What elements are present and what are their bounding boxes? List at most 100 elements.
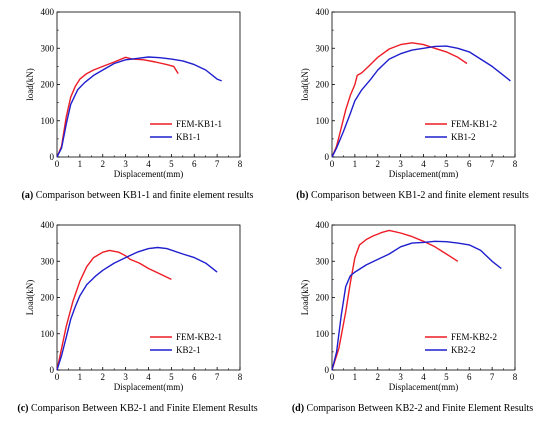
x-tick-label: 1 — [353, 372, 358, 382]
x-tick-label: 1 — [78, 159, 83, 169]
caption-text: Comparison Between KB2-1 and Finite Elem… — [28, 403, 258, 414]
x-axis-label: Displacement(mm) — [389, 382, 458, 392]
caption-text: Comparison between KB1-1 and finite elem… — [33, 190, 254, 201]
y-tick-label: 100 — [41, 116, 55, 126]
x-tick-label: 1 — [353, 159, 358, 169]
x-tick-label: 4 — [421, 372, 426, 382]
x-tick-label: 3 — [123, 159, 128, 169]
y-tick-label: 200 — [41, 293, 55, 303]
x-tick-label: 3 — [398, 372, 403, 382]
x-tick-label: 5 — [169, 372, 174, 382]
chart-panel-d: 0 1 2 3 4 5 6 7 8 0 100 200 300 400 Displacement(mm) Lo… — [275, 213, 550, 426]
line-chart-b: 0 1 2 3 4 5 6 7 8 0 100 200 300 400 Displacement(mm) lo… — [300, 7, 518, 179]
y-tick-label: 400 — [316, 220, 330, 230]
y-tick-label: 0 — [325, 365, 330, 375]
x-tick-label: 3 — [398, 159, 403, 169]
x-tick-label: 8 — [513, 159, 518, 169]
caption-text: Comparison between KB1-2 and finite elem… — [308, 190, 529, 201]
line-chart-d: 0 1 2 3 4 5 6 7 8 0 100 200 300 400 Displacement(mm) Lo… — [300, 220, 518, 392]
legend-label: KB2-1 — [176, 345, 201, 355]
y-tick-label: 400 — [316, 7, 330, 17]
x-tick-label: 2 — [101, 372, 106, 382]
y-tick-label: 0 — [325, 152, 330, 162]
caption-letter: (a) — [21, 190, 34, 201]
x-tick-label: 4 — [421, 159, 426, 169]
x-tick-label: 5 — [444, 372, 449, 382]
series-line-2 — [56, 56, 222, 158]
plot-frame — [56, 224, 241, 371]
y-tick-label: 100 — [41, 329, 55, 339]
chart-panel-b: 0 1 2 3 4 5 6 7 8 0 100 200 300 400 Displacement(mm) lo… — [275, 0, 550, 213]
y-tick-label: 0 — [50, 365, 55, 375]
x-tick-label: 2 — [101, 159, 106, 169]
line-chart-c: 0 1 2 3 4 5 6 7 8 0 100 200 300 400 Displacement(mm) Lo… — [25, 220, 243, 392]
x-tick-label: 6 — [192, 159, 197, 169]
x-tick-label: 8 — [238, 159, 243, 169]
y-axis-label: Load(kN) — [300, 280, 310, 316]
chart-panel-c: 0 1 2 3 4 5 6 7 8 0 100 200 300 400 Displacement(mm) Lo… — [0, 213, 275, 426]
series-line-1 — [56, 249, 172, 371]
figure-caption-c: (c) Comparison Between KB2-1 and Finite … — [0, 403, 275, 414]
x-axis-label: Displacement(mm) — [114, 169, 183, 179]
x-tick-label: 6 — [467, 372, 472, 382]
x-tick-label: 0 — [55, 372, 60, 382]
x-tick-label: 4 — [146, 372, 151, 382]
x-tick-label: 0 — [330, 372, 335, 382]
x-tick-label: 8 — [513, 372, 518, 382]
series-line-1 — [331, 229, 459, 371]
y-axis-label: load(kN) — [300, 68, 310, 101]
line-chart-a: 0 1 2 3 4 5 6 7 8 0 100 200 300 400 Displacement(mm) lo… — [25, 7, 243, 179]
x-tick-label: 5 — [169, 159, 174, 169]
x-tick-label: 7 — [215, 159, 220, 169]
x-tick-label: 7 — [490, 159, 495, 169]
y-tick-label: 400 — [41, 7, 55, 17]
legend-label: FEM-KB1-1 — [176, 119, 222, 129]
y-axis-label: load(kN) — [25, 68, 35, 101]
series-line-2 — [56, 246, 218, 371]
figure-caption-b: (b) Comparison between KB1-2 and finite … — [275, 190, 550, 201]
chart-panel-a: 0 1 2 3 4 5 6 7 8 0 100 200 300 400 Displacement(mm) lo… — [0, 0, 275, 213]
x-axis-label: Displacement(mm) — [114, 382, 183, 392]
plot-frame — [56, 11, 241, 158]
y-tick-label: 300 — [41, 43, 55, 53]
y-axis-label: Load(kN) — [25, 280, 35, 316]
x-tick-label: 6 — [192, 372, 197, 382]
x-tick-label: 0 — [330, 159, 335, 169]
figure-caption-d: (d) Comparison Between KB2-2 and Finite … — [275, 403, 550, 414]
y-tick-label: 0 — [50, 152, 55, 162]
series-line-2 — [331, 45, 511, 158]
series-line-2 — [331, 240, 502, 371]
plot-frame — [331, 11, 516, 158]
y-tick-label: 200 — [316, 80, 330, 90]
x-tick-label: 3 — [123, 372, 128, 382]
series-line-1 — [56, 56, 179, 158]
x-tick-label: 8 — [238, 372, 243, 382]
caption-text: Comparison Between KB2-2 and Finite Elem… — [304, 403, 534, 414]
x-tick-label: 2 — [376, 372, 381, 382]
x-tick-label: 6 — [467, 159, 472, 169]
x-tick-label: 4 — [146, 159, 151, 169]
figure-caption-a: (a) Comparison between KB1-1 and finite … — [0, 190, 275, 201]
x-tick-label: 2 — [376, 159, 381, 169]
legend-label: FEM-KB2-2 — [451, 332, 497, 342]
caption-letter: (c) — [17, 403, 29, 414]
caption-letter: (b) — [296, 190, 309, 201]
legend-label: FEM-KB1-2 — [451, 119, 497, 129]
y-tick-label: 100 — [316, 116, 330, 126]
x-axis-label: Displacement(mm) — [389, 169, 458, 179]
y-tick-label: 300 — [316, 43, 330, 53]
legend-label: KB2-2 — [451, 345, 476, 355]
legend-label: FEM-KB2-1 — [176, 332, 222, 342]
x-tick-label: 1 — [78, 372, 83, 382]
x-tick-label: 7 — [215, 372, 220, 382]
x-tick-label: 5 — [444, 159, 449, 169]
y-tick-label: 300 — [41, 256, 55, 266]
x-tick-label: 0 — [55, 159, 60, 169]
caption-letter: (d) — [291, 403, 305, 414]
x-tick-label: 7 — [490, 372, 495, 382]
y-tick-label: 300 — [316, 256, 330, 266]
y-tick-label: 400 — [41, 220, 55, 230]
y-tick-label: 200 — [41, 80, 55, 90]
y-tick-label: 100 — [316, 329, 330, 339]
legend-label: KB1-2 — [451, 132, 476, 142]
